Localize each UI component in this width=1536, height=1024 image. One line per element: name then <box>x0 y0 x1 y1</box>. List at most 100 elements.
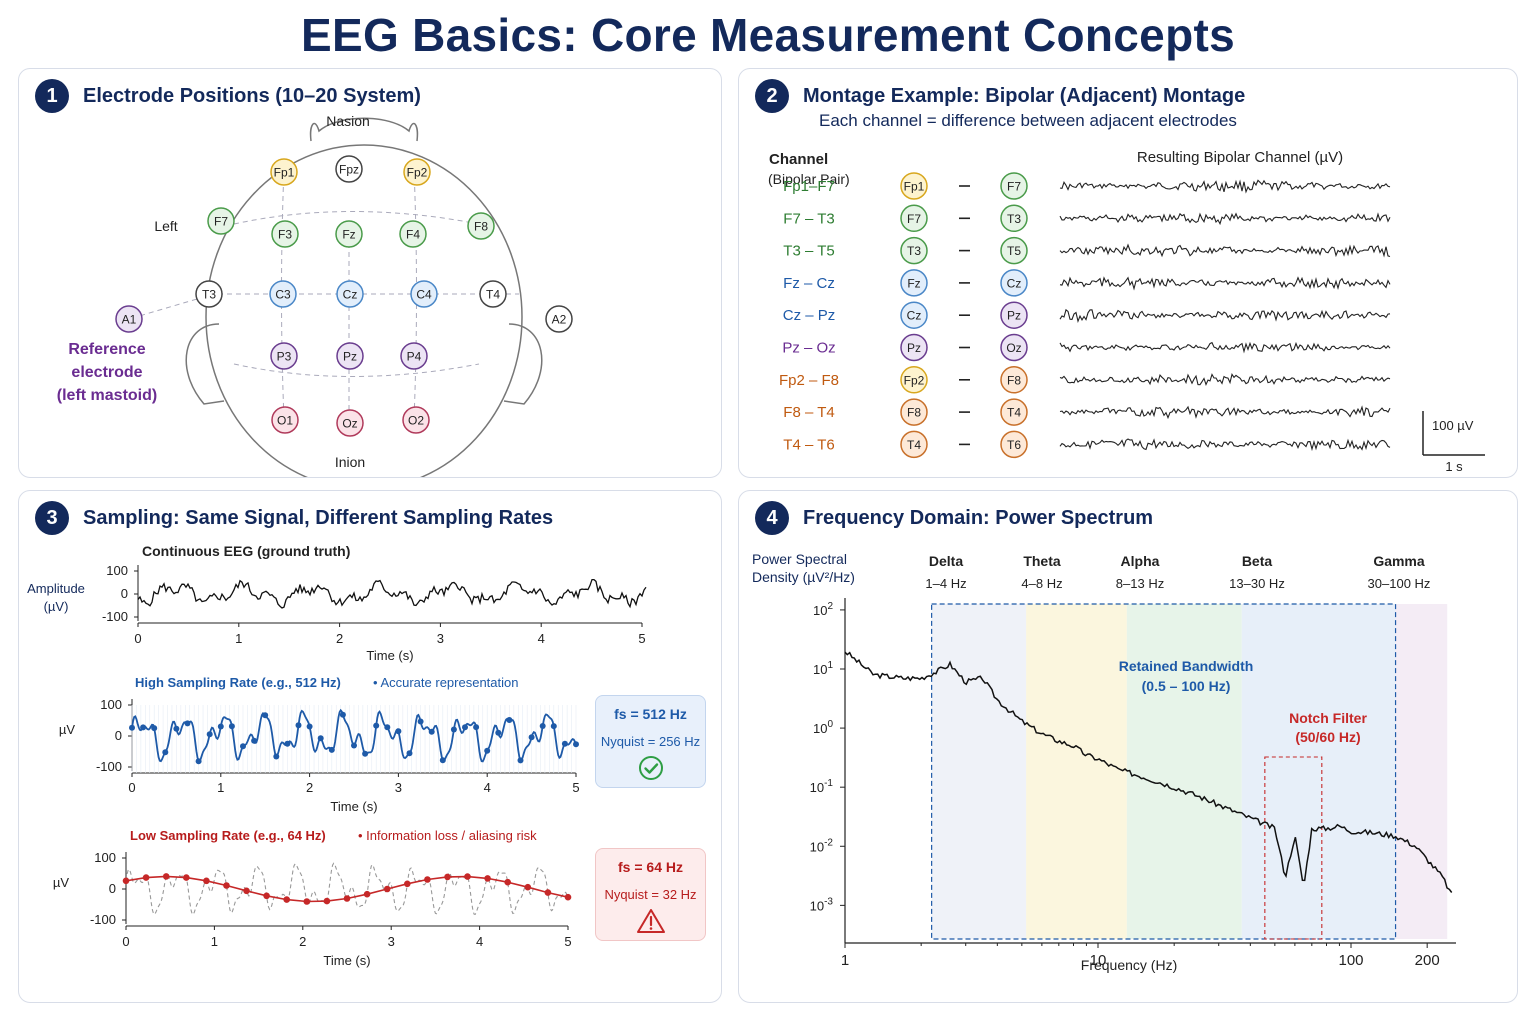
high-rate-sample <box>317 735 324 742</box>
low-rate-true-signal <box>125 862 569 916</box>
page-title: EEG Basics: Core Measurement Concepts <box>301 9 1235 61</box>
y-axis-label-line2: Density (µV²/Hz) <box>752 569 855 585</box>
x-tick-label: 5 <box>564 934 571 949</box>
electrode-label: Pz <box>343 350 357 364</box>
montage-row: Fp1–F7 Fp1 F7 <box>783 172 1391 200</box>
electrode-fpz: Fpz <box>335 155 363 183</box>
electrode-cz: Cz <box>336 280 364 308</box>
high-rate-sample <box>173 725 180 732</box>
electrode-t3: T3 <box>195 280 223 308</box>
x-tick-label: 0 <box>128 780 135 795</box>
y-tick-label: 10-1 <box>810 778 834 795</box>
high-rate-sample <box>428 728 435 735</box>
x-tick-label: 10 <box>1090 952 1107 969</box>
low-rate-sample <box>504 878 512 886</box>
panel-title: Electrode Positions (10–20 System) <box>83 84 421 107</box>
continuous-eeg-plot: 100 0 -100 0 1 2 3 4 5 Time (s) <box>102 563 647 663</box>
y-tick-label: 10-3 <box>810 896 834 913</box>
band-name-beta: Beta <box>1242 553 1273 569</box>
high-rate-sample <box>284 740 291 747</box>
panel-title: Montage Example: Bipolar (Adjacent) Mont… <box>803 84 1246 107</box>
low-rate-sample <box>424 876 431 883</box>
low-rate-sample <box>404 880 411 888</box>
x-axis-label: Time (s) <box>366 648 413 663</box>
montage-row: Cz – Pz Cz Pz <box>783 301 1391 329</box>
band-region-beta <box>1241 604 1396 939</box>
band-range-delta: 1–4 Hz <box>925 576 966 591</box>
y-tick-label: 100 <box>106 563 128 578</box>
x-tick-label: 2 <box>299 934 306 949</box>
high-rate-sample <box>151 725 158 732</box>
high-rate-sample <box>573 741 579 748</box>
electrode-label: C4 <box>416 288 432 302</box>
electrode-label: Cz <box>343 288 358 302</box>
electrode-c3: C3 <box>269 280 297 308</box>
electrode-label: F8 <box>474 220 488 234</box>
high-rate-sample <box>328 746 335 753</box>
x-tick-label: 5 <box>572 780 579 795</box>
low-rate-sample <box>162 873 170 880</box>
low-rate-sample <box>544 889 552 896</box>
low-rate-bullet: • <box>358 828 366 843</box>
band-region-delta <box>931 604 1027 939</box>
bipolar-trace <box>1059 438 1391 452</box>
band-name-theta: Theta <box>1023 553 1061 569</box>
electrode-c4: C4 <box>410 280 438 308</box>
low-sampling-plot: 100 0 -100 0 1 2 3 4 5 Time (s) <box>90 850 572 968</box>
reference-note-line2: electrode <box>71 364 142 381</box>
bipolar-trace <box>1059 276 1391 291</box>
electrode-o1: O1 <box>271 406 299 434</box>
high-rate-sample <box>439 757 446 764</box>
high-rate-sample <box>206 731 213 738</box>
right-ear <box>503 323 543 405</box>
electrode-t4: T4 <box>479 280 507 308</box>
electrode-f3: F3 <box>271 220 299 248</box>
x-axis-label: Time (s) <box>323 953 370 968</box>
high-rate-sample <box>484 747 491 754</box>
electrode-label: Oz <box>342 417 357 431</box>
high-rate-sample <box>195 758 202 765</box>
reference-note-line1: Reference <box>68 341 145 358</box>
x-tick-label: 3 <box>395 780 402 795</box>
low-rate-sample <box>263 892 270 900</box>
y-axis-label-line1: Power Spectral <box>752 551 847 567</box>
power-spectrum-line <box>844 651 1453 893</box>
montage-row: Pz – Oz Pz Oz <box>782 333 1391 362</box>
electrode-label: P3 <box>277 350 292 364</box>
high-rate-sample <box>184 720 191 727</box>
high-rate-title: High Sampling Rate (e.g., 512 Hz) <box>135 675 341 690</box>
panel-number-badge: 2 <box>755 79 789 113</box>
montage-row: Fz – Cz Fz Cz <box>783 269 1391 297</box>
high-rate-sample <box>462 724 468 731</box>
channel-name: F8 – T4 <box>783 404 834 421</box>
y-tick-label: 0 <box>109 881 116 896</box>
montage-row: T4 – T6 T4 T6 <box>783 430 1391 459</box>
montage-row: F8 – T4 F8 T4 <box>783 398 1391 426</box>
low-rate-sample <box>283 896 291 903</box>
y-tick-label: 100 <box>100 697 122 712</box>
high-rate-sample <box>406 750 413 757</box>
x-tick-label: 1 <box>235 631 242 646</box>
electrode-label: P4 <box>407 350 422 364</box>
electrode-b-label: F8 <box>1007 373 1021 387</box>
electrode-b-label: F7 <box>1007 180 1021 194</box>
electrode-a <box>900 172 928 200</box>
y-tick-label: -100 <box>90 912 116 927</box>
low-rate-title: Low Sampling Rate (e.g., 64 Hz) <box>130 828 326 843</box>
x-tick-label: 200 <box>1415 952 1440 969</box>
panel-number-badge: 3 <box>35 501 69 535</box>
low-rate-sample <box>464 873 471 880</box>
x-tick-label: 3 <box>437 631 444 646</box>
electrode-label: A2 <box>552 313 567 327</box>
column-header-result: Resulting Bipolar Channel (µV) <box>1137 149 1343 166</box>
high-rate-note: • Accurate representation <box>373 675 518 690</box>
electrode-a-label: Fp1 <box>904 180 925 194</box>
high-rate-sample <box>217 723 224 730</box>
electrode-label: Fpz <box>339 163 359 177</box>
panel-subtitle: Each channel = difference between adjace… <box>819 111 1237 130</box>
electrode-fp1: Fp1 <box>270 158 298 186</box>
high-rate-sample <box>473 724 480 731</box>
low-rate-sample <box>383 885 391 893</box>
channel-name: T4 – T6 <box>783 436 834 453</box>
low-rate-sample <box>444 873 451 881</box>
